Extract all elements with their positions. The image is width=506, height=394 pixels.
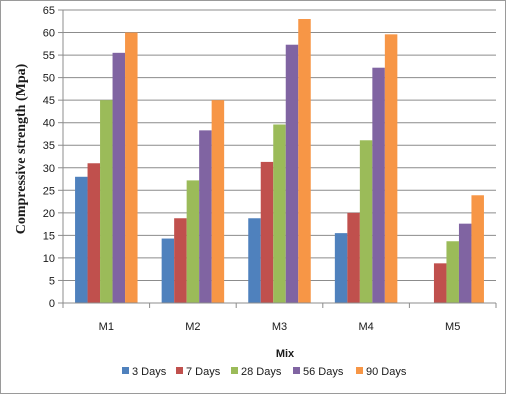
- y-tick-label: 10: [43, 253, 55, 265]
- bar-m4-90-days: [384, 34, 398, 303]
- bar-m4-3-days: [334, 233, 348, 303]
- bar-m1-90-days: [125, 32, 138, 304]
- x-tick-label: M1: [99, 321, 114, 333]
- y-tick-label: 20: [43, 208, 55, 220]
- x-tick-label: M3: [272, 321, 287, 333]
- bar-m5-7-days: [433, 263, 447, 303]
- bar-m2-90-days: [211, 100, 225, 304]
- y-tick-label: 40: [43, 118, 55, 130]
- bars: [75, 19, 484, 304]
- legend-label: 56 Days: [303, 366, 344, 378]
- legend-swatch: [231, 367, 238, 374]
- bar-m5-90-days: [471, 195, 484, 303]
- y-tick-label: 5: [49, 275, 55, 287]
- legend-swatch: [293, 367, 300, 374]
- y-axis-title: Compressive strength (Mpa): [14, 63, 29, 234]
- bar-m3-28-days: [273, 124, 286, 303]
- bar-m3-56-days: [285, 44, 299, 304]
- bar-m3-3-days: [248, 218, 261, 303]
- bar-m4-28-days: [359, 140, 373, 303]
- bar-m1-3-days: [75, 176, 88, 303]
- y-tick-label: 50: [43, 73, 55, 85]
- legend-label: 3 Days: [132, 366, 167, 378]
- legend-label: 90 Days: [366, 366, 407, 378]
- bar-m5-28-days: [446, 241, 459, 303]
- y-axis-ticks: 0 5 10 15 20 25 30 35 40 45 50 55 60 65: [43, 5, 63, 310]
- y-tick-label: 25: [43, 185, 55, 197]
- legend-swatch: [176, 367, 183, 374]
- bar-m2-7-days: [174, 218, 187, 303]
- bar-m2-28-days: [186, 180, 200, 303]
- x-tick-label: M2: [185, 321, 200, 333]
- legend-swatch: [356, 367, 363, 374]
- legend-item: 90 Days: [356, 366, 407, 378]
- legend-item: 3 Days: [122, 366, 167, 378]
- y-tick-label: 55: [43, 50, 55, 62]
- y-tick-label: 60: [43, 28, 55, 40]
- y-tick-label: 65: [43, 5, 55, 17]
- bar-m1-7-days: [87, 163, 101, 303]
- x-tick-label: M5: [445, 321, 460, 333]
- x-axis-ticks: M1 M2 M3 M4 M5: [62, 303, 497, 333]
- legend-label: 28 Days: [241, 366, 282, 378]
- y-tick-label: 15: [43, 230, 55, 242]
- y-tick-label: 45: [43, 95, 55, 107]
- x-tick-label: M4: [358, 321, 373, 333]
- bar-m1-56-days: [112, 52, 126, 304]
- bar-m2-56-days: [199, 130, 212, 303]
- bar-m1-28-days: [100, 100, 113, 304]
- legend-item: 28 Days: [231, 366, 282, 378]
- legend: 3 Days 7 Days 28 Days 56 Days 90 Days: [122, 366, 407, 378]
- bar-m5-56-days: [458, 223, 472, 303]
- bar-m4-56-days: [372, 67, 385, 304]
- axes: [62, 10, 496, 304]
- bar-m3-7-days: [260, 161, 274, 303]
- bar-m4-7-days: [347, 212, 360, 303]
- y-tick-label: 30: [43, 163, 55, 175]
- bar-m3-90-days: [298, 19, 311, 304]
- legend-label: 7 Days: [186, 366, 221, 378]
- legend-item: 56 Days: [293, 366, 344, 378]
- x-axis-title: Mix: [276, 348, 295, 360]
- y-tick-label: 35: [43, 140, 55, 152]
- bar-m2-3-days: [161, 238, 175, 303]
- y-tick-label: 0: [49, 298, 55, 310]
- legend-swatch: [122, 367, 129, 374]
- legend-item: 7 Days: [176, 366, 221, 378]
